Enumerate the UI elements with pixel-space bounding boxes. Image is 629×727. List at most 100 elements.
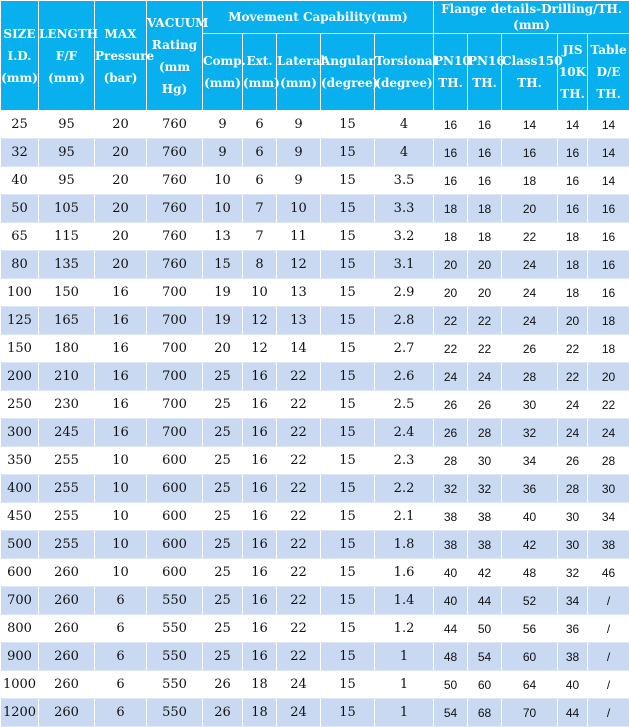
table-cell: 26 [203, 671, 243, 699]
table-cell: 95 [39, 111, 95, 139]
table-cell: 28 [468, 419, 502, 447]
table-cell: 700 [147, 307, 203, 335]
table-cell: 16 [502, 139, 558, 167]
table-cell: / [588, 615, 629, 643]
table-cell: 255 [39, 475, 95, 503]
table-cell: 16 [243, 363, 277, 391]
table-cell: 36 [558, 615, 588, 643]
table-cell: 350 [1, 447, 39, 475]
table-cell: 20 [558, 307, 588, 335]
table-cell: 1.2 [375, 615, 434, 643]
table-cell: 25 [203, 447, 243, 475]
table-cell: 1.8 [375, 531, 434, 559]
table-cell: 150 [1, 335, 39, 363]
table-cell: 6 [243, 139, 277, 167]
table-cell: 15 [321, 279, 375, 307]
table-cell: 25 [203, 475, 243, 503]
table-cell: 6 [95, 671, 147, 699]
table-cell: 1 [375, 699, 434, 727]
header-line: Comp. [203, 54, 246, 68]
table-cell: 15 [321, 671, 375, 699]
table-cell: 550 [147, 587, 203, 615]
table-cell: 16 [588, 251, 629, 279]
table-cell: 50 [1, 195, 39, 223]
table-cell: 150 [39, 279, 95, 307]
table-cell: 18 [588, 307, 629, 335]
table-cell: 18 [243, 699, 277, 727]
header-line: Torsional [375, 54, 437, 68]
table-cell: 15 [321, 587, 375, 615]
table-cell: 22 [558, 363, 588, 391]
table-cell: 95 [39, 139, 95, 167]
table-cell: 16 [95, 419, 147, 447]
table-cell: 16 [558, 167, 588, 195]
table-cell: 18 [558, 279, 588, 307]
header-line: PN10 [434, 54, 471, 68]
table-cell: 9 [203, 139, 243, 167]
table-cell: 26 [468, 391, 502, 419]
header-line: Lateral [277, 54, 325, 68]
table-cell: 15 [321, 531, 375, 559]
header-line: (mm) [48, 71, 85, 85]
table-cell: 32 [434, 475, 468, 503]
table-cell: 34 [502, 447, 558, 475]
col-header-torsional: Torsional(degree) [375, 34, 434, 111]
col-header-lateral: Lateral(mm) [277, 34, 321, 111]
table-cell: 900 [1, 643, 39, 671]
table-cell: 180 [39, 335, 95, 363]
table-cell: 25 [203, 615, 243, 643]
table-cell: 3.5 [375, 167, 434, 195]
table-cell: 68 [468, 699, 502, 727]
table-cell: 255 [39, 447, 95, 475]
col-header-comp: Comp.(mm) [203, 34, 243, 111]
table-cell: 16 [468, 111, 502, 139]
table-cell: 14 [558, 111, 588, 139]
table-cell: 3.3 [375, 195, 434, 223]
table-cell: 25 [1, 111, 39, 139]
table-cell: 10 [95, 559, 147, 587]
table-cell: 28 [434, 447, 468, 475]
table-cell: 14 [277, 335, 321, 363]
table-cell: 1.4 [375, 587, 434, 615]
table-cell: 125 [1, 307, 39, 335]
table-cell: 10 [95, 531, 147, 559]
table-cell: 22 [277, 419, 321, 447]
table-cell: 26 [434, 419, 468, 447]
table-cell: 9 [277, 139, 321, 167]
header-line: Rating [152, 38, 197, 52]
table-cell: 10 [95, 447, 147, 475]
table-cell: 4 [375, 139, 434, 167]
table-cell: 16 [95, 391, 147, 419]
table-cell: 16 [243, 503, 277, 531]
table-cell: 2.1 [375, 503, 434, 531]
table-cell: 15 [321, 251, 375, 279]
header-line: (mm) [280, 76, 317, 90]
table-cell: 15 [321, 139, 375, 167]
table-cell: 600 [1, 559, 39, 587]
table-cell: 64 [502, 671, 558, 699]
table-cell: 230 [39, 391, 95, 419]
table-cell: 42 [468, 559, 502, 587]
table-cell: 24 [502, 307, 558, 335]
table-cell: 40 [434, 559, 468, 587]
table-cell: 20 [95, 139, 147, 167]
table-cell: 16 [95, 335, 147, 363]
table-cell: 28 [588, 447, 629, 475]
table-cell: 25 [203, 419, 243, 447]
header-line: Angular [321, 54, 375, 68]
table-cell: 10 [203, 167, 243, 195]
table-cell: 760 [147, 111, 203, 139]
table-cell: 22 [277, 475, 321, 503]
header-line: MAX [105, 27, 137, 41]
table-cell: 20 [468, 279, 502, 307]
header-line: (degree) [321, 76, 378, 90]
table-cell: 16 [558, 195, 588, 223]
table-cell: 260 [39, 559, 95, 587]
